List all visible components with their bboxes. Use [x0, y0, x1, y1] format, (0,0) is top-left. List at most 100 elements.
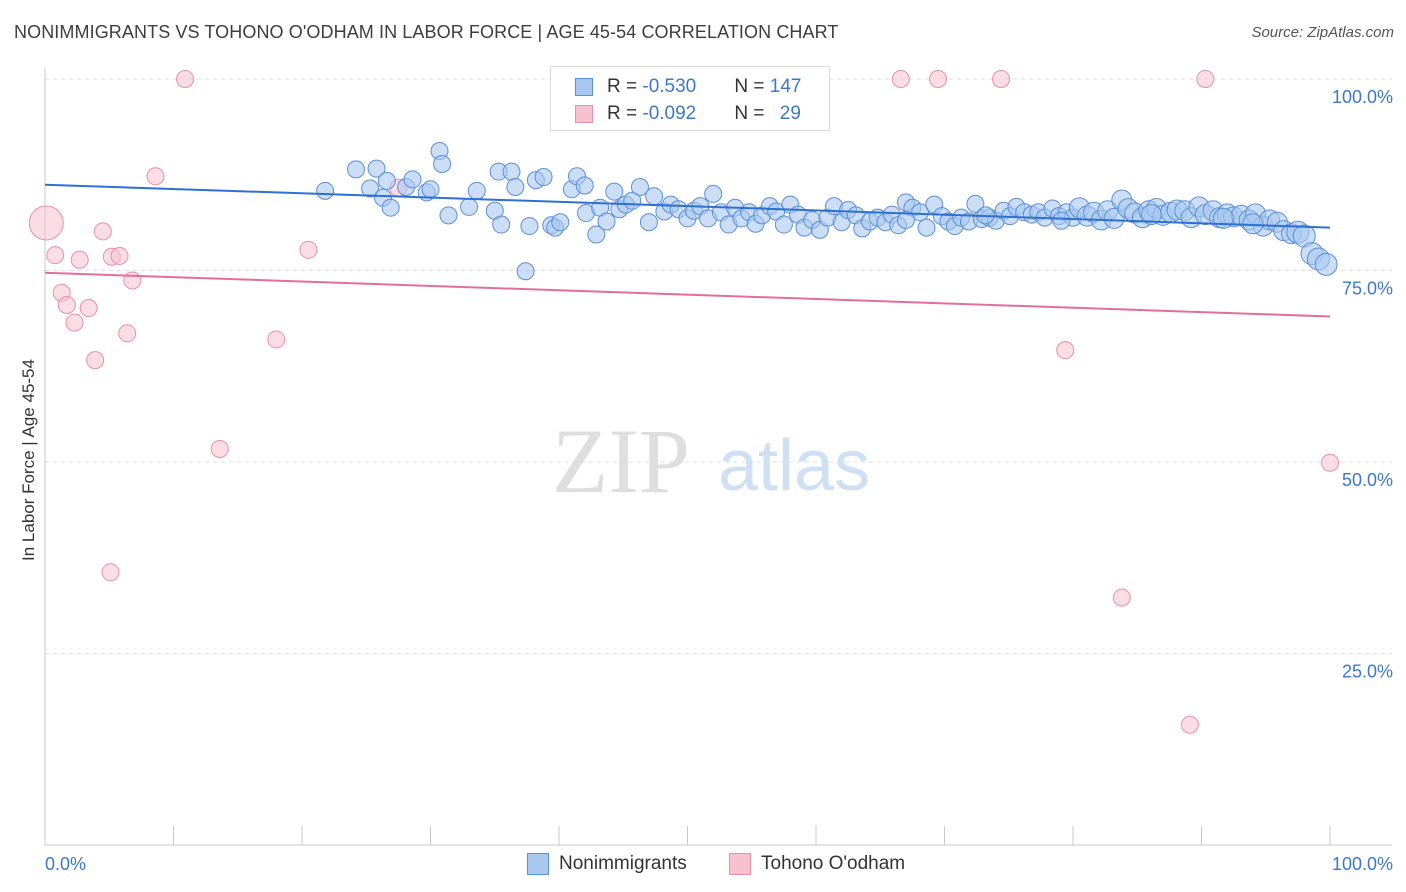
- nonimmigrants-point: [575, 176, 594, 195]
- nonimmigrants-point: [1242, 213, 1264, 235]
- nonimmigrants-point: [917, 218, 936, 237]
- tohono-point: [79, 299, 98, 318]
- tohono-point: [28, 205, 64, 241]
- nonimmigrants-point: [704, 184, 723, 203]
- tohono-point: [110, 246, 129, 265]
- legend-r-value: -0.530: [642, 76, 697, 97]
- bottom-swatch-pink: [729, 853, 751, 875]
- legend-r-value: -0.092: [642, 103, 697, 124]
- tohono-point: [93, 222, 112, 241]
- legend-row-nonimmigrants: R = -0.530 N = 147: [575, 75, 801, 99]
- nonimmigrants-point: [645, 187, 664, 206]
- nonimmigrants-point: [460, 197, 479, 216]
- y-tick-label: 100.0%: [1332, 87, 1393, 107]
- tohono-point: [1112, 588, 1131, 607]
- nonimmigrants-points: [316, 142, 1338, 281]
- tohono-point: [1321, 453, 1339, 472]
- legend-row-tohono: R = -0.092 N = 29: [575, 102, 801, 126]
- tohono-point: [57, 295, 76, 314]
- nonimmigrants-point: [361, 179, 380, 198]
- tohono-point: [992, 70, 1011, 88]
- tohono-point: [210, 439, 229, 458]
- nonimmigrants-point: [516, 262, 535, 281]
- nonimmigrants-point: [502, 162, 521, 181]
- tohono-point: [118, 324, 137, 343]
- nonimmigrants-trendline: [44, 183, 1331, 229]
- stats-legend: R = -0.530 N = 147 R = -0.092 N = 29: [550, 66, 830, 131]
- nonimmigrants-point: [896, 210, 915, 229]
- nonimmigrants-point: [605, 182, 624, 201]
- watermark-atlas: atlas: [718, 426, 870, 506]
- legend-n-value: 147: [769, 76, 802, 97]
- nonimmigrants-point: [1314, 252, 1338, 276]
- bottom-legend-label: Nonimmigrants: [559, 853, 687, 874]
- tohono-point: [46, 246, 65, 265]
- x-tick-label: 100.0%: [1332, 854, 1393, 874]
- tohono-point: [929, 70, 948, 88]
- nonimmigrants-point: [630, 178, 649, 197]
- chart-source: Source: ZipAtlas.com: [1251, 24, 1394, 41]
- y-tick-label: 25.0%: [1342, 662, 1393, 682]
- nonimmigrants-point: [774, 215, 793, 234]
- bottom-swatch-blue: [527, 853, 549, 875]
- nonimmigrants-point: [421, 180, 440, 199]
- watermark-zip: ZIP: [552, 410, 690, 512]
- nonimmigrants-point: [439, 206, 458, 225]
- y-tick-label: 50.0%: [1342, 470, 1393, 490]
- nonimmigrants-point: [597, 212, 616, 231]
- grid-layer: [45, 78, 1392, 654]
- y-axis-title: In Labor Force | Age 45-54: [19, 359, 38, 561]
- nonimmigrants-point: [1052, 211, 1071, 230]
- legend-n-value: 29: [779, 103, 801, 124]
- labels-layer: 25.0% 50.0% 75.0% 100.0% 0.0% 100.0% In Labor …: [19, 87, 1393, 874]
- legend-r-label: R =: [607, 103, 643, 124]
- trend-layer: [44, 183, 1331, 318]
- nonimmigrants-point: [551, 213, 570, 232]
- legend-swatch-blue: [575, 78, 593, 96]
- nonimmigrants-point: [433, 155, 452, 174]
- nonimmigrants-point: [377, 171, 396, 190]
- legend-n-label: N =: [734, 103, 770, 124]
- nonimmigrants-point: [1140, 204, 1162, 226]
- tohono-point: [70, 250, 89, 269]
- tohono-point: [299, 240, 318, 259]
- tohono-point: [1180, 715, 1199, 734]
- watermark: ZIP atlas: [552, 410, 870, 512]
- tohono-point: [891, 70, 910, 88]
- nonimmigrants-point: [1212, 207, 1234, 229]
- tohono-trendline: [44, 271, 1331, 318]
- nonimmigrants-point: [520, 217, 539, 236]
- legend-swatch-pink: [575, 105, 593, 123]
- bottom-legend-tohono: Tohono O'odham: [729, 852, 905, 876]
- tohono-point: [267, 330, 286, 349]
- nonimmigrants-point: [587, 225, 606, 244]
- nonimmigrants-point: [381, 198, 400, 217]
- nonimmigrants-point: [403, 170, 422, 189]
- nonimmigrants-point: [911, 203, 930, 222]
- nonimmigrants-point: [346, 160, 365, 179]
- bottom-legend-label: Tohono O'odham: [761, 853, 906, 874]
- nonimmigrants-point: [534, 168, 553, 187]
- legend-r-label: R =: [607, 76, 643, 97]
- bottom-legend-nonimmigrants: Nonimmigrants: [527, 852, 687, 876]
- nonimmigrants-point: [467, 181, 486, 200]
- nonimmigrants-point: [966, 194, 985, 213]
- legend-n-label: N =: [734, 76, 770, 97]
- chart-title: NONIMMIGRANTS VS TOHONO O'ODHAM IN LABOR…: [14, 22, 839, 42]
- tohono-point: [123, 271, 142, 290]
- tohono-point: [101, 563, 120, 582]
- nonimmigrants-point: [367, 159, 386, 178]
- tohono-point: [146, 167, 165, 186]
- tohono-point: [86, 351, 105, 370]
- nonimmigrants-point: [639, 213, 658, 232]
- axes-layer: [44, 68, 1392, 846]
- x-tick-label: 0.0%: [45, 854, 86, 874]
- tohono-point: [65, 313, 84, 332]
- nonimmigrants-point: [506, 178, 525, 197]
- nonimmigrants-point: [316, 181, 335, 200]
- tohono-points: [28, 70, 1339, 734]
- nonimmigrants-point: [492, 215, 511, 234]
- tohono-point: [1056, 341, 1075, 360]
- y-tick-label: 75.0%: [1342, 279, 1393, 299]
